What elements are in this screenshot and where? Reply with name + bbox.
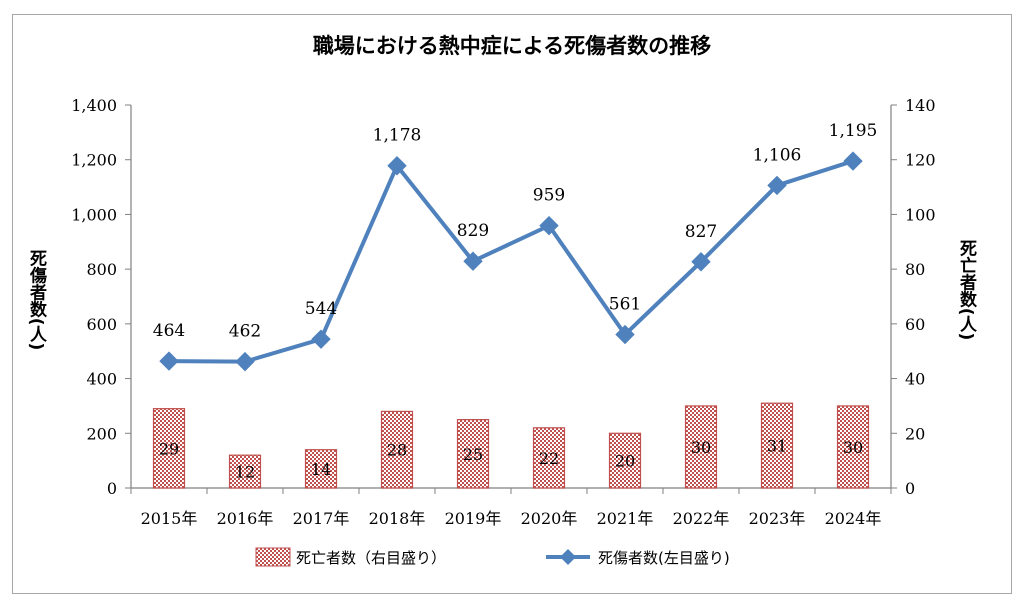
x-tick-label: 2018年 bbox=[369, 509, 426, 528]
legend-bar-swatch bbox=[255, 547, 291, 567]
bar-value-label: 28 bbox=[387, 441, 407, 460]
right-tick-label: 80 bbox=[905, 260, 925, 279]
right-tick-label: 120 bbox=[905, 151, 936, 170]
bar-value-label: 12 bbox=[235, 463, 255, 482]
bar bbox=[456, 419, 490, 489]
right-tick-label: 20 bbox=[905, 424, 925, 443]
left-tick-label: 400 bbox=[86, 370, 117, 389]
left-tick-label: 600 bbox=[86, 315, 117, 334]
chart-title: 職場における熱中症による死傷者数の推移 bbox=[313, 34, 711, 58]
x-tick-label: 2022年 bbox=[673, 509, 730, 528]
line-value-label: 561 bbox=[609, 295, 641, 315]
line-value-label: 544 bbox=[305, 299, 337, 319]
line-series bbox=[168, 159, 854, 364]
x-tick-label: 2015年 bbox=[141, 509, 198, 528]
right-axis-title: 死亡者数(人) bbox=[956, 240, 978, 341]
bar-value-label: 14 bbox=[311, 460, 331, 479]
bar bbox=[532, 427, 566, 489]
line-value-label: 1,178 bbox=[373, 126, 422, 146]
legend-line-marker bbox=[560, 549, 576, 565]
bar-value-label: 29 bbox=[159, 439, 179, 458]
line-point bbox=[311, 329, 331, 349]
line-point bbox=[691, 252, 711, 272]
line-point bbox=[159, 351, 179, 371]
x-tick-label: 2024年 bbox=[825, 509, 882, 528]
chart-frame bbox=[12, 14, 1012, 594]
line-value-label: 959 bbox=[533, 186, 565, 206]
bar bbox=[684, 405, 718, 489]
bar bbox=[760, 402, 794, 489]
left-tick-label: 200 bbox=[86, 424, 117, 443]
left-tick-label: 1,400 bbox=[71, 96, 117, 115]
left-tick-label: 1,000 bbox=[71, 205, 117, 224]
line-value-label: 829 bbox=[457, 221, 489, 241]
x-tick-label: 2017年 bbox=[293, 509, 350, 528]
bar-value-label: 22 bbox=[539, 449, 559, 468]
bar bbox=[608, 432, 642, 489]
right-tick-label: 40 bbox=[905, 370, 925, 389]
x-tick-label: 2019年 bbox=[445, 509, 502, 528]
line-point bbox=[843, 151, 863, 171]
bar-value-label: 20 bbox=[615, 452, 635, 471]
left-tick-label: 1,200 bbox=[71, 151, 117, 170]
left-tick-label: 800 bbox=[86, 260, 117, 279]
line-value-label: 1,106 bbox=[753, 145, 802, 165]
line-point bbox=[387, 156, 407, 176]
bar-value-label: 30 bbox=[691, 438, 711, 457]
x-tick-label: 2021年 bbox=[597, 509, 654, 528]
right-tick-label: 60 bbox=[905, 315, 925, 334]
bar-value-label: 25 bbox=[463, 445, 483, 464]
line-point bbox=[767, 175, 787, 196]
bar bbox=[152, 408, 186, 489]
right-tick-label: 140 bbox=[905, 96, 936, 115]
line-value-label: 1,195 bbox=[829, 121, 878, 141]
legend-line-label: 死傷者数(左目盛り) bbox=[598, 549, 730, 567]
bar bbox=[380, 410, 414, 489]
line-value-label: 827 bbox=[685, 222, 717, 242]
right-tick-label: 0 bbox=[905, 479, 915, 498]
bar-value-label: 31 bbox=[767, 437, 787, 456]
bar-value-label: 30 bbox=[843, 438, 863, 457]
line-point bbox=[463, 251, 483, 271]
bar bbox=[836, 405, 870, 489]
left-axis-title: 死傷者数(人) bbox=[26, 250, 48, 351]
line-value-label: 462 bbox=[229, 322, 261, 342]
bar bbox=[228, 454, 262, 489]
x-tick-label: 2023年 bbox=[749, 509, 806, 528]
x-tick-label: 2020年 bbox=[521, 509, 578, 528]
legend-bar-label: 死亡者数（右目盛り） bbox=[296, 549, 446, 567]
bar bbox=[304, 449, 338, 489]
right-tick-label: 100 bbox=[905, 205, 936, 224]
line-point bbox=[539, 215, 559, 236]
line-point bbox=[615, 324, 635, 345]
line-value-label: 464 bbox=[153, 321, 185, 341]
left-tick-label: 0 bbox=[107, 479, 117, 498]
line-point bbox=[235, 351, 255, 372]
x-tick-label: 2016年 bbox=[217, 509, 274, 528]
